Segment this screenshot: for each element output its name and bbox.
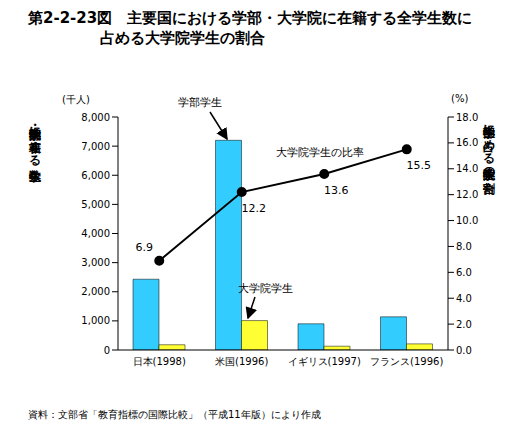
svg-text:5,000: 5,000 [81, 199, 110, 210]
html-text:学部学生に占める大学院学生の割合: 学部学生に占める大学院学生の割合 [482, 116, 496, 172]
svg-text:10.0: 10.0 [456, 215, 478, 226]
svg-text:12.0: 12.0 [456, 189, 478, 200]
svg-text:7,000: 7,000 [81, 141, 110, 152]
svg-text:1,000: 1,000 [81, 315, 110, 326]
svg-text:6.0: 6.0 [456, 267, 472, 278]
svg-text:13.6: 13.6 [324, 184, 349, 197]
html-text:資料：文部省「教育指標の国際比較」（平成11年版）により作成: 資料：文部省「教育指標の国際比較」（平成11年版）により作成 [28, 409, 321, 420]
html-text:(千人): (千人) [62, 94, 90, 105]
svg-text:学部学生: 学部学生 [178, 96, 222, 109]
svg-text:6,000: 6,000 [81, 170, 110, 181]
html-text:学部・大学院に在籍する学生数: 学部・大学院に在籍する学生数 [28, 118, 42, 160]
svg-text:0: 0 [104, 345, 110, 356]
svg-text:8.0: 8.0 [456, 241, 472, 252]
svg-text:2.0: 2.0 [456, 319, 472, 330]
svg-text:3,000: 3,000 [81, 257, 110, 268]
svg-text:日本(1998): 日本(1998) [133, 356, 186, 367]
svg-text:大学院学生の比率: 大学院学生の比率 [276, 146, 364, 159]
svg-text:6.9: 6.9 [136, 241, 154, 254]
svg-text:16.0: 16.0 [456, 137, 478, 148]
svg-text:4.0: 4.0 [456, 293, 472, 304]
svg-text:12.2: 12.2 [242, 202, 267, 215]
svg-text:フランス(1996): フランス(1996) [370, 356, 443, 367]
svg-text:大学院学生: 大学院学生 [238, 282, 293, 295]
svg-text:米国(1996): 米国(1996) [215, 356, 268, 367]
svg-text:4,000: 4,000 [81, 228, 110, 239]
svg-text:8,000: 8,000 [81, 112, 110, 123]
svg-text:2,000: 2,000 [81, 286, 110, 297]
html-text:第2-2-23図 主要国における学部・大学院に在籍する全学生: 第2-2-23図 主要国における学部・大学院に在籍する全学生数に [28, 9, 473, 27]
svg-text:15.5: 15.5 [407, 159, 432, 172]
svg-text:0.0: 0.0 [456, 345, 472, 356]
html-text:占める大学院学生の割合: 占める大学院学生の割合 [100, 29, 265, 47]
svg-text:14.0: 14.0 [456, 163, 478, 174]
svg-text:イギリス(1997): イギリス(1997) [288, 356, 361, 367]
svg-text:18.0: 18.0 [456, 112, 478, 123]
